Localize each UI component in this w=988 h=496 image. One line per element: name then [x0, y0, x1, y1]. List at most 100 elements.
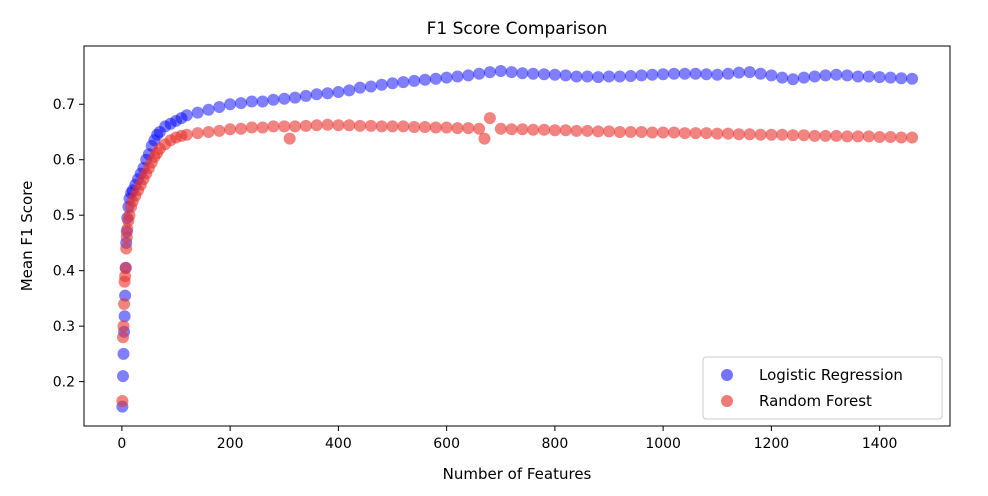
x-tick-label: 1400	[862, 436, 898, 452]
y-tick-label: 0.5	[53, 208, 75, 224]
data-point	[256, 121, 269, 134]
data-point	[213, 124, 226, 137]
data-point	[375, 78, 388, 91]
data-point	[473, 67, 486, 80]
data-point	[245, 121, 258, 134]
data-point	[299, 89, 312, 102]
data-point	[668, 67, 680, 80]
data-point	[299, 119, 312, 132]
data-point	[310, 88, 323, 101]
y-axis-ticks: 0.2 0.3 0.4 0.5 0.6 0.7	[53, 97, 84, 391]
data-point	[635, 126, 648, 138]
x-axis-label: Number of Features	[443, 465, 592, 483]
data-point	[819, 69, 832, 82]
y-axis-label: Mean F1 Score	[18, 181, 36, 292]
data-point	[256, 95, 269, 108]
data-point	[516, 123, 529, 136]
data-point	[505, 123, 518, 136]
data-point	[408, 74, 421, 87]
data-point	[570, 70, 583, 83]
data-point	[592, 125, 605, 138]
data-point	[603, 70, 615, 83]
data-point	[267, 120, 280, 133]
data-point	[700, 127, 713, 140]
x-tick-label: 1000	[645, 436, 681, 452]
data-point	[830, 129, 843, 142]
data-point	[235, 97, 247, 110]
data-point	[559, 124, 572, 137]
data-point	[592, 71, 605, 84]
data-point	[419, 73, 431, 86]
data-point	[343, 84, 356, 97]
data-point	[852, 130, 864, 143]
data-point	[321, 87, 334, 100]
data-point	[624, 126, 637, 138]
data-point	[397, 120, 410, 133]
data-point	[873, 131, 886, 143]
data-point	[462, 69, 475, 82]
data-point	[895, 131, 908, 144]
data-point	[603, 125, 615, 138]
data-point	[278, 92, 291, 105]
data-point	[884, 131, 897, 143]
x-tick-label: 200	[217, 436, 244, 452]
data-points	[116, 65, 919, 413]
data-point	[310, 119, 323, 132]
data-point	[754, 67, 767, 80]
data-point	[538, 123, 551, 136]
data-point	[873, 71, 886, 84]
data-point	[711, 127, 724, 140]
data-point	[375, 120, 388, 133]
y-tick-label: 0.6	[53, 153, 75, 169]
data-point	[646, 68, 659, 81]
data-point	[278, 120, 291, 133]
data-point	[117, 370, 129, 383]
legend-marker-random-forest	[721, 395, 733, 407]
data-point	[841, 130, 854, 143]
data-point	[732, 66, 745, 79]
x-tick-label: 600	[433, 436, 460, 452]
data-point	[408, 121, 421, 133]
data-point	[862, 70, 875, 83]
data-point	[462, 122, 475, 135]
data-point	[419, 121, 431, 133]
data-point	[559, 69, 572, 82]
data-point	[808, 129, 821, 142]
data-point	[483, 66, 496, 79]
data-point	[116, 395, 129, 407]
legend: Logistic Regression Random Forest	[702, 356, 943, 420]
data-point	[494, 65, 507, 77]
data-point	[224, 98, 237, 111]
data-point	[581, 124, 594, 137]
data-point	[819, 129, 832, 142]
data-point	[787, 129, 799, 142]
data-point	[332, 86, 345, 98]
x-axis-ticks: 0 200 400 600 800 1000 1200 1400	[117, 426, 897, 452]
data-point	[289, 91, 302, 104]
data-point	[321, 118, 334, 131]
data-point	[364, 80, 377, 93]
data-point	[797, 129, 810, 142]
data-point	[289, 120, 302, 133]
x-tick-label: 800	[542, 436, 569, 452]
data-point	[473, 122, 486, 135]
data-point	[862, 130, 875, 143]
plot-frame	[83, 45, 951, 427]
data-point	[478, 132, 491, 145]
data-point	[895, 72, 908, 85]
data-point	[202, 126, 215, 138]
data-point	[202, 103, 215, 116]
data-point	[668, 126, 680, 139]
data-point	[852, 70, 864, 83]
data-point	[765, 128, 778, 141]
data-point	[678, 67, 691, 80]
series-random-forest	[116, 112, 919, 407]
data-point	[841, 69, 854, 82]
data-point	[180, 128, 193, 141]
data-point	[440, 121, 453, 134]
data-point	[657, 68, 670, 81]
data-point	[581, 70, 594, 83]
data-point	[722, 67, 735, 80]
legend-label-logistic-regression: Logistic Regression	[759, 366, 903, 384]
